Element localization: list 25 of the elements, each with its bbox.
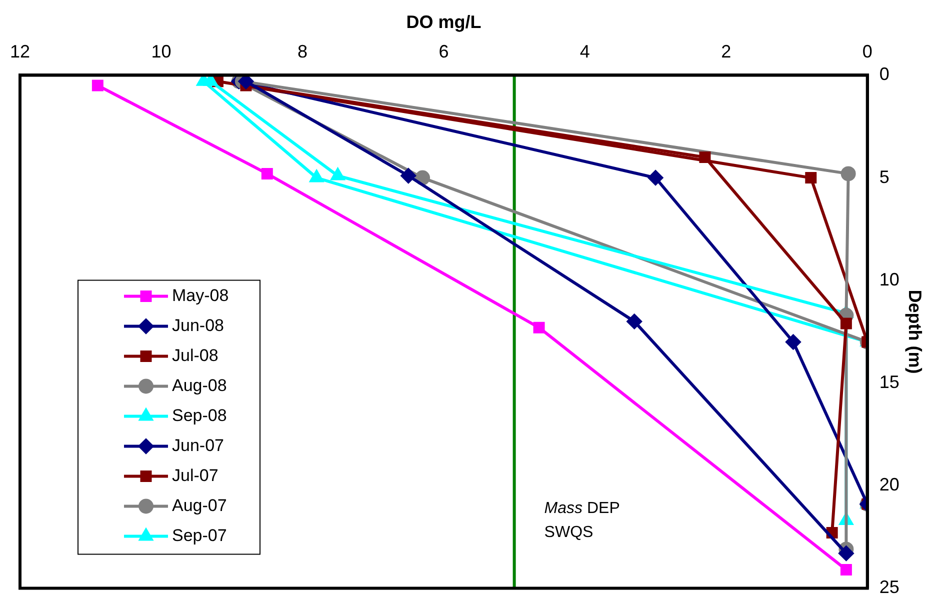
legend-label: Sep-07 bbox=[172, 526, 227, 545]
legend-label: Jun-08 bbox=[172, 316, 224, 335]
legend-label: Aug-07 bbox=[172, 496, 227, 515]
x-tick-label: 2 bbox=[721, 41, 732, 62]
x-axis-title: DO mg/L bbox=[406, 12, 482, 32]
x-tick-label: 4 bbox=[580, 41, 590, 62]
y-tick-label: 15 bbox=[879, 372, 900, 392]
x-tick-label: 8 bbox=[297, 41, 308, 62]
legend-label: Aug-08 bbox=[172, 376, 227, 395]
y-tick-label: 25 bbox=[879, 577, 900, 598]
x-tick-label: 0 bbox=[862, 41, 872, 62]
x-tick-label: 12 bbox=[10, 41, 30, 62]
legend-label: May-08 bbox=[172, 286, 229, 305]
x-tick-label: 6 bbox=[438, 41, 449, 62]
y-tick-label: 10 bbox=[879, 269, 900, 290]
y-axis-title: Depth (m) bbox=[905, 290, 926, 374]
x-tick-label: 10 bbox=[151, 41, 172, 62]
legend-label: Jul-07 bbox=[172, 466, 218, 485]
y-tick-label: 20 bbox=[879, 474, 900, 495]
y-tick-label: 0 bbox=[879, 64, 890, 84]
legend-label: Jul-08 bbox=[172, 346, 218, 365]
y-tick-label: 5 bbox=[879, 166, 890, 187]
ref-line-label: Mass DEP SWQS bbox=[544, 500, 620, 542]
legend-label: Sep-08 bbox=[172, 406, 227, 425]
legend-label: Jun-07 bbox=[172, 436, 224, 455]
